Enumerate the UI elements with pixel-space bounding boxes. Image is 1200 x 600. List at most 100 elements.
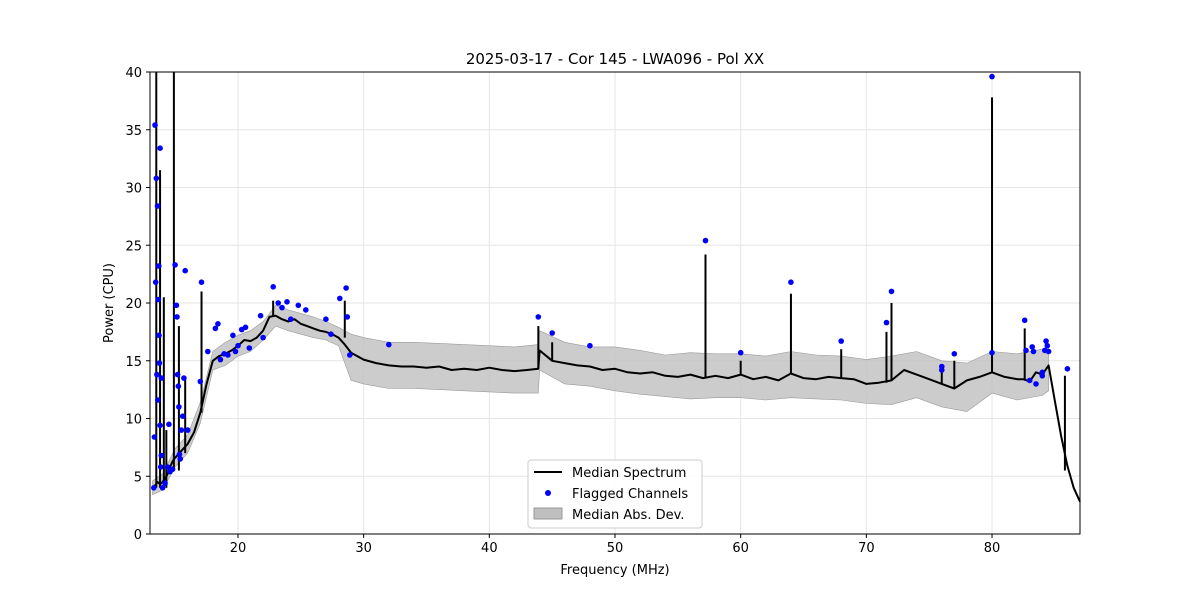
flagged-point [1029, 344, 1035, 350]
flagged-point [156, 332, 162, 339]
flagged-point [175, 383, 182, 390]
flagged-point [225, 352, 231, 358]
flagged-point [158, 375, 165, 381]
legend-marker-swatch [545, 490, 551, 496]
flagged-point [212, 325, 219, 332]
chart-title: 2025-03-17 - Cor 145 - LWA096 - Pol XX [466, 50, 764, 68]
flagged-point [1045, 348, 1052, 355]
x-tick-label: 60 [732, 541, 749, 556]
flagged-point [152, 279, 159, 286]
flagged-point [288, 316, 294, 323]
grid [150, 71, 1080, 535]
flagged-point [939, 367, 945, 373]
spike-layer [155, 72, 1066, 488]
x-tick-label: 70 [858, 541, 875, 556]
flagged-point [230, 332, 236, 339]
flagged-point [883, 319, 890, 326]
flagged-point [158, 452, 165, 459]
flagged-point [337, 295, 343, 302]
y-tick-label: 35 [125, 124, 142, 139]
legend-label-flagged: Flagged Channels [572, 487, 688, 502]
flagged-point [344, 314, 351, 320]
flagged-point [260, 334, 266, 341]
flagged-point [235, 342, 241, 349]
flagged-point [737, 349, 744, 356]
flagged-point [275, 300, 282, 306]
flagged-point [153, 175, 160, 182]
flagged-points-layer [151, 73, 1071, 491]
flagged-point [156, 360, 163, 366]
flagged-point [217, 356, 224, 363]
mad-band-layer [152, 304, 1049, 496]
flagged-point [152, 122, 158, 128]
flagged-point [182, 267, 188, 274]
flagged-point [535, 314, 542, 320]
flagged-point [157, 145, 163, 151]
mad-band [152, 304, 1049, 496]
flagged-point [242, 324, 249, 331]
flagged-point [215, 321, 221, 327]
flagged-point [1026, 377, 1033, 384]
flagged-point [788, 279, 794, 286]
y-tick-label: 5 [134, 470, 142, 485]
flagged-point [174, 371, 181, 378]
y-tick-label: 15 [125, 355, 142, 370]
flagged-point [549, 330, 555, 336]
x-axis: 20 30 40 50 60 70 80 [230, 534, 1001, 556]
x-axis-title: Frequency (MHz) [560, 563, 669, 578]
flagged-point [205, 348, 211, 355]
flagged-point [155, 397, 161, 403]
legend-patch-swatch [533, 507, 563, 520]
flagged-point [176, 451, 183, 458]
flagged-point [284, 299, 290, 305]
legend-box [527, 459, 703, 529]
flagged-point [1021, 317, 1028, 324]
y-tick-label: 25 [125, 239, 142, 254]
flagged-point [1044, 342, 1051, 349]
flagged-point [169, 466, 176, 473]
flagged-point [162, 480, 168, 487]
flagged-point [295, 302, 302, 309]
flagged-point [246, 345, 253, 351]
y-tick-label: 10 [125, 413, 142, 428]
x-tick-label: 50 [607, 541, 624, 556]
x-tick-label: 20 [230, 541, 247, 556]
flagged-point [303, 307, 309, 313]
y-tick-label: 0 [134, 528, 142, 543]
flagged-point [156, 263, 162, 269]
flagged-point [157, 422, 163, 429]
flagged-point [702, 237, 709, 244]
flagged-point [184, 427, 191, 433]
flagged-point [164, 464, 171, 470]
flagged-point [888, 288, 895, 295]
flagged-point [151, 434, 158, 440]
flagged-point [174, 314, 180, 320]
flagged-point [838, 338, 844, 344]
flagged-point [159, 485, 166, 491]
flagged-point [176, 404, 182, 410]
flagged-point [257, 312, 264, 319]
flagged-point [157, 464, 164, 470]
x-tick-label: 30 [355, 541, 372, 556]
flagged-point [178, 427, 185, 433]
flagged-point [328, 331, 334, 338]
flagged-point [172, 262, 178, 268]
flagged-point [1023, 347, 1029, 354]
flagged-point [1064, 366, 1071, 372]
flagged-point [151, 485, 157, 491]
flagged-point [154, 371, 160, 378]
y-tick-label: 30 [125, 182, 142, 197]
y-axis: 0 5 10 15 20 25 30 35 40 [125, 66, 150, 543]
legend-label-median: Median Spectrum [572, 466, 686, 481]
flagged-point [989, 349, 995, 356]
flagged-point [989, 73, 995, 80]
flagged-point [343, 285, 349, 291]
x-tick-label: 80 [984, 541, 1001, 556]
flagged-point [1030, 348, 1037, 355]
x-tick-label: 40 [481, 541, 498, 556]
flagged-point [1039, 373, 1046, 379]
y-tick-label: 20 [125, 297, 142, 312]
flagged-point [951, 351, 958, 357]
legend-label-mad: Median Abs. Dev. [572, 508, 684, 523]
